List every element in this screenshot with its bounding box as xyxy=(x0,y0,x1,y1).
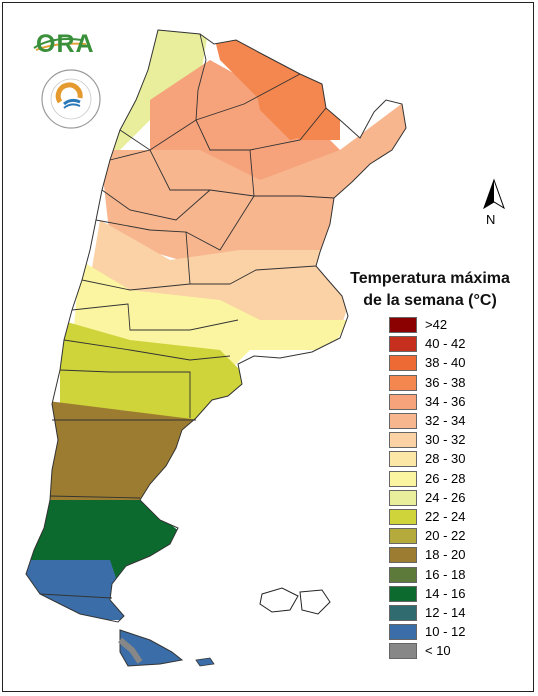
legend-item: 14 - 16 xyxy=(389,585,509,603)
zone-centro xyxy=(90,220,350,330)
legend-label: 36 - 38 xyxy=(425,374,466,390)
legend-item: < 10 xyxy=(389,642,509,660)
legend-item: 20 - 22 xyxy=(389,527,509,545)
legend-label: 30 - 32 xyxy=(425,432,466,448)
legend-swatch xyxy=(389,336,417,353)
legend-swatch xyxy=(389,432,417,449)
zone-patagonia-norte xyxy=(60,320,250,420)
legend-swatch xyxy=(389,451,417,468)
legend-title-line1: Temperatura máxima xyxy=(350,270,510,287)
legend-swatch xyxy=(389,528,417,545)
isla-de-los-estados xyxy=(195,657,215,667)
legend-item: 28 - 30 xyxy=(389,450,509,468)
legend-item: 16 - 18 xyxy=(389,566,509,584)
legend-label: 12 - 14 xyxy=(425,605,466,620)
province-borders xyxy=(39,33,335,599)
legend-label: 24 - 26 xyxy=(425,489,466,505)
legend-label: 16 - 18 xyxy=(425,566,466,582)
legend-swatch xyxy=(389,509,417,525)
legend-swatch xyxy=(389,547,417,564)
legend-swatch xyxy=(389,470,417,487)
legend-item: 24 - 26 xyxy=(389,489,509,507)
legend-title: Temperatura máxima de la semana (°C) xyxy=(330,268,530,312)
legend-swatch xyxy=(389,624,417,641)
legend-swatch xyxy=(389,489,417,506)
legend-swatch xyxy=(389,317,417,333)
legend-item: 32 - 34 xyxy=(389,412,509,430)
legend-label: 38 - 40 xyxy=(425,355,466,371)
legend-label: 32 - 34 xyxy=(425,413,466,428)
legend-label: 22 - 24 xyxy=(425,509,466,524)
legend-item: 10 - 12 xyxy=(389,623,509,641)
legend-label: 34 - 36 xyxy=(425,393,466,409)
legend-item: 38 - 40 xyxy=(389,354,509,372)
legend-swatch xyxy=(389,566,417,583)
legend-item: >42 xyxy=(389,316,509,334)
north-label: N xyxy=(486,212,496,227)
legend-swatch xyxy=(389,605,417,621)
legend-item: 12 - 14 xyxy=(389,604,509,622)
legend-label: 10 - 12 xyxy=(425,624,466,640)
legend-label: 28 - 30 xyxy=(425,451,466,467)
malvinas-islands xyxy=(259,587,331,615)
legend-item: 36 - 38 xyxy=(389,374,509,392)
legend-item: 34 - 36 xyxy=(389,393,509,411)
legend-label: >42 xyxy=(425,317,448,332)
ora-logo-swoosh-icon xyxy=(33,38,87,51)
north-arrow-icon xyxy=(483,178,505,210)
legend-swatch xyxy=(389,643,417,660)
legend-label: < 10 xyxy=(425,643,451,659)
legend-label: 40 - 42 xyxy=(425,336,466,352)
legend-swatch xyxy=(389,374,417,391)
legend-item: 30 - 32 xyxy=(389,431,509,449)
legend-item: 18 - 20 xyxy=(389,546,509,564)
legend-label: 20 - 22 xyxy=(425,528,466,544)
legend-item: 26 - 28 xyxy=(389,470,509,488)
legend-label: 14 - 16 xyxy=(425,585,466,601)
ora-logo: ORA xyxy=(36,30,95,58)
smn-seal-icon xyxy=(41,69,101,129)
legend-title-line2: de la semana (°C) xyxy=(363,292,497,309)
zone-noreste-core xyxy=(250,60,330,140)
legend-item: 22 - 24 xyxy=(389,508,509,526)
legend-label: 18 - 20 xyxy=(425,547,466,563)
legend-swatch xyxy=(389,355,417,372)
country-outline xyxy=(25,29,407,623)
legend-swatch xyxy=(389,393,417,410)
legend-swatch xyxy=(389,585,417,602)
legend-item: 40 - 42 xyxy=(389,335,509,353)
legend-label: 26 - 28 xyxy=(425,470,466,486)
legend-swatch xyxy=(389,413,417,429)
